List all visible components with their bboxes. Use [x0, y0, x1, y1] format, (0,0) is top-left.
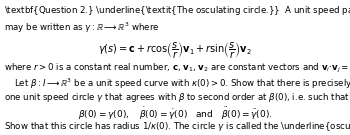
Text: \textbf{Question 2.} \underline{\textit{The osculating circle.}}  A unit speed p: \textbf{Question 2.} \underline{\textit{…: [4, 4, 350, 18]
Text: and $\mathbf{c}$ the \underline{centre of curvature} of $\beta$ at $\beta(0)$.: and $\mathbf{c}$ the \underline{centre o…: [4, 134, 240, 135]
Text: $\beta(0) = \gamma(0), \quad \dot{\beta}(0) = \dot{\gamma}(0) \quad \text{and} \: $\beta(0) = \gamma(0), \quad \dot{\beta}…: [78, 106, 272, 122]
Text: where $r > 0$ is a constant real number, $\mathbf{c}$, $\mathbf{v}_1$, $\mathbf{: where $r > 0$ is a constant real number,…: [4, 61, 350, 75]
Text: one unit speed circle $\gamma$ that agrees with $\beta$ to second order at $\bet: one unit speed circle $\gamma$ that agre…: [4, 91, 350, 104]
Text: Show that this circle has radius $1/\kappa(0)$. The circle $\gamma$ is called th: Show that this circle has radius $1/\kap…: [4, 120, 350, 133]
Text: Let $\beta : I \longrightarrow \mathbb{R}^3$ be a unit speed curve with $\kappa(: Let $\beta : I \longrightarrow \mathbb{R…: [14, 76, 350, 91]
Text: may be written as $\gamma : \mathbb{R} \longrightarrow \mathbb{R}^3$ where: may be written as $\gamma : \mathbb{R} \…: [4, 21, 159, 35]
Text: $\gamma(s) = \mathbf{c} + r\cos\!\left(\dfrac{s}{r}\right)\mathbf{v}_1 + r\sin\!: $\gamma(s) = \mathbf{c} + r\cos\!\left(\…: [98, 41, 252, 61]
